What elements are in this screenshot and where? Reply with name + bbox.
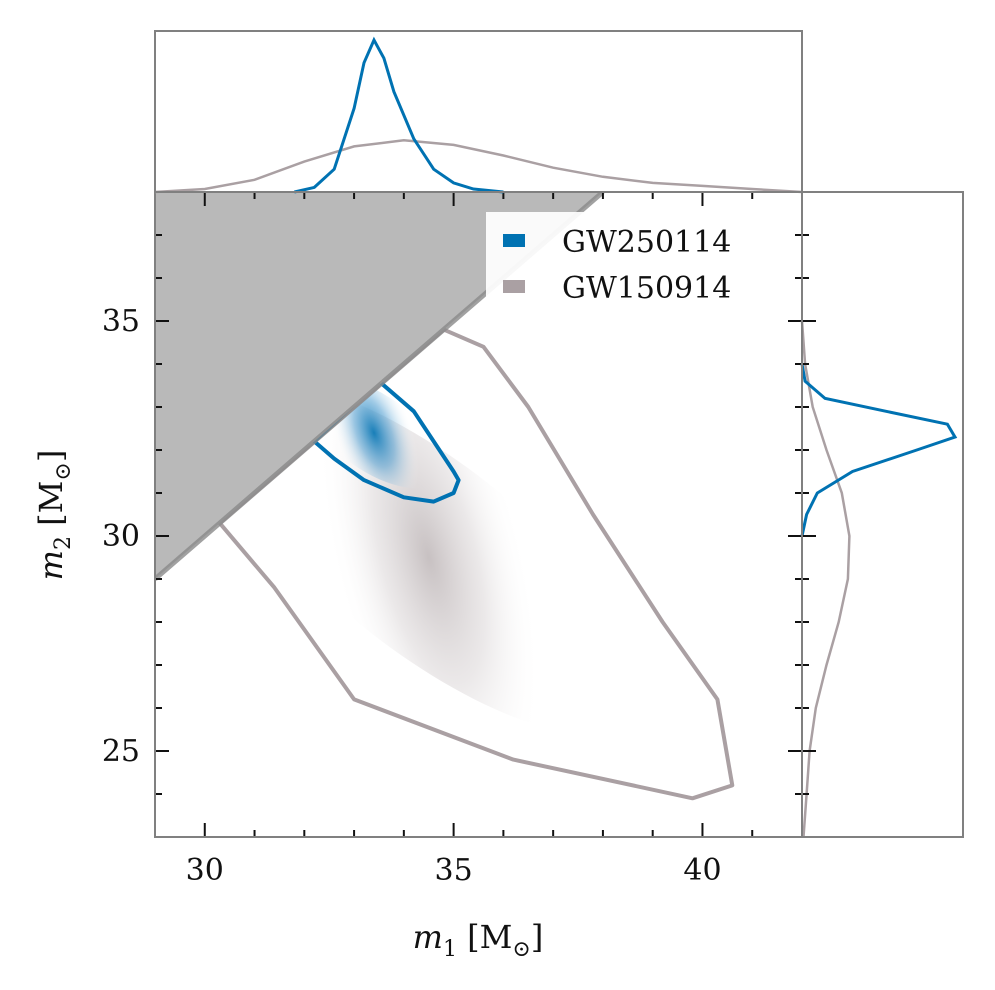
y-tick-label: 30 [102, 519, 140, 554]
gw250114-m1-marginal [294, 36, 504, 194]
m1-marginal-panel [154, 30, 803, 194]
x-axis-label: m1 [M⊙] [413, 918, 544, 962]
gw150914-contour [217, 327, 735, 801]
legend-swatch-gw250114 [503, 234, 525, 247]
x-tick-label: 35 [435, 853, 473, 888]
x-tick-label: 30 [186, 853, 224, 888]
legend-swatch-gw150914 [503, 280, 525, 293]
y-tick-label: 25 [102, 734, 140, 769]
x-tick-label: 40 [683, 853, 721, 888]
legend-label-gw150914: GW150914 [562, 271, 731, 306]
top-frame [154, 30, 803, 193]
legend-label-gw250114: GW250114 [562, 225, 731, 260]
legend-background [486, 212, 780, 304]
gw250114-m2-marginal [800, 363, 958, 537]
y-tick-label: 35 [102, 304, 140, 339]
right-frame [801, 191, 964, 838]
y-tick-labels: 25 30 35 [102, 304, 140, 769]
right-ticks [802, 191, 816, 838]
legend: GW250114 GW150914 [486, 212, 780, 306]
gw150914-m1-marginal [154, 139, 803, 194]
gw250114-contour [312, 379, 461, 504]
gw150914-density [215, 380, 642, 735]
y-axis-label: m2 [M⊙] [32, 450, 76, 581]
x-tick-labels: 30 35 40 [186, 853, 722, 888]
m2-marginal-panel [800, 191, 964, 838]
